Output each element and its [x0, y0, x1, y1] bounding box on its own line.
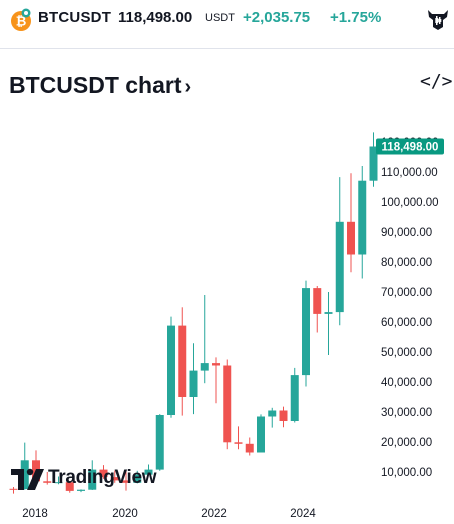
candle[interactable]: [245, 437, 254, 456]
candle[interactable]: [122, 470, 130, 491]
y-tick-label: 20,000.00: [381, 437, 432, 449]
candle[interactable]: [200, 295, 209, 384]
candle[interactable]: [167, 316, 175, 418]
candle-body: [178, 325, 187, 397]
candle[interactable]: [257, 414, 265, 453]
candle[interactable]: [358, 166, 367, 279]
candle-body: [313, 288, 322, 314]
candle-body: [358, 180, 367, 255]
candle[interactable]: [133, 470, 142, 484]
y-tick-label: 10,000.00: [381, 467, 432, 479]
candle-body: [369, 146, 378, 181]
candle-body: [43, 481, 52, 483]
candle-body: [223, 365, 232, 443]
candle-body: [99, 469, 108, 478]
candle[interactable]: [324, 292, 333, 355]
candle[interactable]: [20, 442, 29, 490]
y-tick-label: 70,000.00: [381, 287, 432, 299]
candle-body: [110, 477, 119, 481]
y-tick-label: 100,000.00: [381, 197, 439, 209]
candle[interactable]: [178, 307, 187, 416]
candle-body: [257, 416, 265, 453]
y-tick-label: 30,000.00: [381, 407, 432, 419]
header-divider: [0, 48, 454, 49]
candle[interactable]: [54, 476, 63, 485]
candle[interactable]: [223, 359, 232, 450]
bitcoin-icon: ₿: [11, 8, 31, 31]
chevron-right-icon: ›: [184, 76, 192, 98]
candle-body: [20, 460, 29, 490]
svg-text:₿: ₿: [16, 14, 27, 29]
price-unit: USDT: [205, 12, 235, 24]
candle-body: [200, 363, 209, 371]
candle[interactable]: [234, 426, 243, 450]
y-tick-label: 110,000.00: [381, 167, 438, 179]
candle-body: [245, 443, 254, 453]
y-tick-label: 40,000.00: [381, 377, 432, 389]
candle[interactable]: [110, 470, 119, 483]
candle[interactable]: [335, 177, 344, 326]
symbol-name[interactable]: BTCUSDT: [38, 9, 112, 26]
y-tick-label: 60,000.00: [381, 317, 432, 329]
candle-body: [133, 474, 142, 483]
candle[interactable]: [290, 367, 299, 423]
tradingview-watermark: TradingView: [48, 467, 157, 488]
candle-body: [9, 488, 18, 490]
embed-code-icon[interactable]: </>: [420, 71, 453, 92]
x-tick-label: 2018: [22, 508, 48, 520]
bull-logo-icon[interactable]: [425, 6, 451, 32]
y-tick-label: 80,000.00: [381, 257, 432, 269]
y-tick-label: 90,000.00: [381, 227, 432, 239]
candle-body: [167, 325, 175, 415]
candle[interactable]: [99, 465, 108, 479]
symbol-header: ₿ BTCUSDT 118,498.00 USDT +2,035.75 +1.7…: [0, 0, 454, 38]
price-change-percent: +1.75%: [330, 9, 382, 26]
candle[interactable]: [88, 460, 97, 490]
last-price-label-bg: [376, 138, 444, 155]
candle[interactable]: [369, 132, 378, 187]
x-tick-label: 2022: [201, 508, 227, 520]
candle[interactable]: [144, 464, 153, 476]
candle-body: [279, 410, 288, 421]
x-tick-label: 2020: [112, 508, 138, 520]
candle-body: [234, 442, 243, 444]
candle[interactable]: [77, 489, 85, 493]
candle-body: [335, 221, 344, 313]
candle[interactable]: [279, 406, 288, 428]
candle[interactable]: [313, 286, 322, 333]
candle-body: [77, 489, 85, 491]
x-tick-label: 2024: [290, 508, 316, 520]
candle-body: [155, 415, 164, 470]
candle[interactable]: [189, 343, 198, 415]
candle[interactable]: [43, 472, 52, 485]
candle[interactable]: [302, 280, 310, 387]
candle-body: [65, 482, 74, 491]
candle-body: [302, 288, 310, 376]
tradingview-logo-icon: [11, 468, 44, 490]
candle-body: [122, 480, 130, 483]
candle[interactable]: [268, 407, 277, 428]
candle-body: [347, 221, 355, 255]
candle-body: [290, 375, 299, 421]
candle[interactable]: [155, 414, 164, 471]
price-change: +2,035.75: [243, 9, 311, 26]
candle-body: [189, 370, 198, 397]
last-price: 118,498.00: [118, 9, 193, 26]
candle-body: [212, 363, 220, 366]
last-price-label: 118,498.00: [382, 142, 439, 154]
candle[interactable]: [212, 357, 220, 404]
candle[interactable]: [347, 173, 355, 273]
candle-body: [268, 410, 277, 417]
candle[interactable]: [65, 481, 74, 493]
candle-body: [54, 482, 63, 484]
candle[interactable]: [9, 487, 18, 494]
candle-body: [88, 469, 97, 490]
chart-title[interactable]: BTCUSDT chart ›: [9, 72, 191, 99]
candle-body: [324, 312, 333, 314]
chart-title-text: BTCUSDT chart: [9, 72, 182, 98]
y-tick-label: 50,000.00: [381, 347, 432, 359]
candle-body: [144, 469, 153, 475]
